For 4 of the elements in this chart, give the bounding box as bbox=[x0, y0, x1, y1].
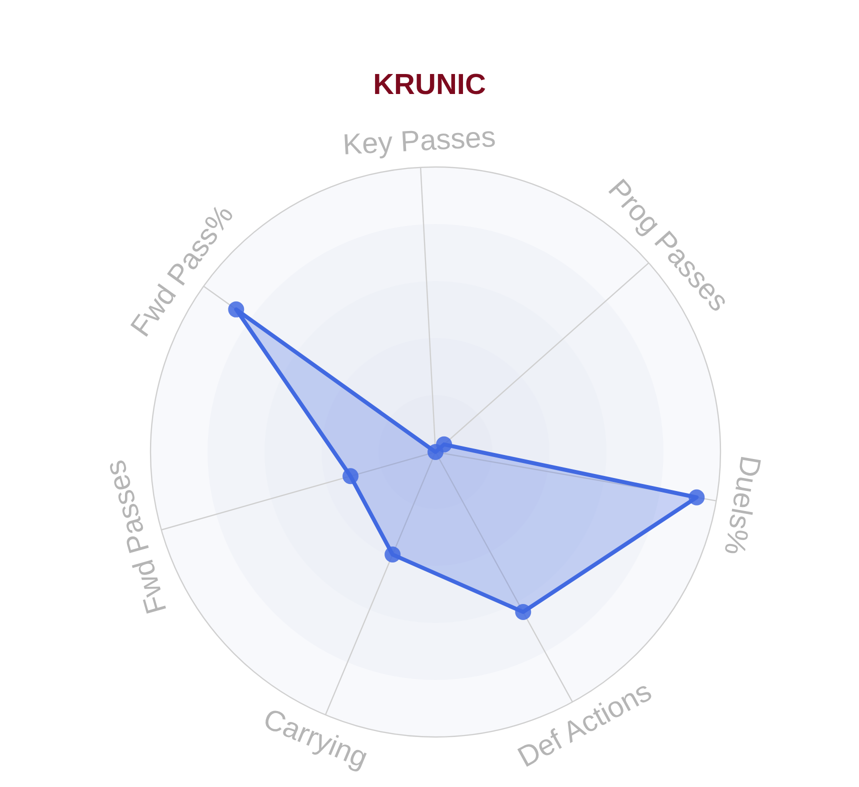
spoke-label: Key Passes bbox=[342, 121, 497, 162]
spoke-label: Duels% bbox=[718, 453, 766, 558]
spoke-label: Fwd Passes bbox=[99, 456, 174, 618]
chart-title: KRUNIC bbox=[372, 68, 487, 102]
